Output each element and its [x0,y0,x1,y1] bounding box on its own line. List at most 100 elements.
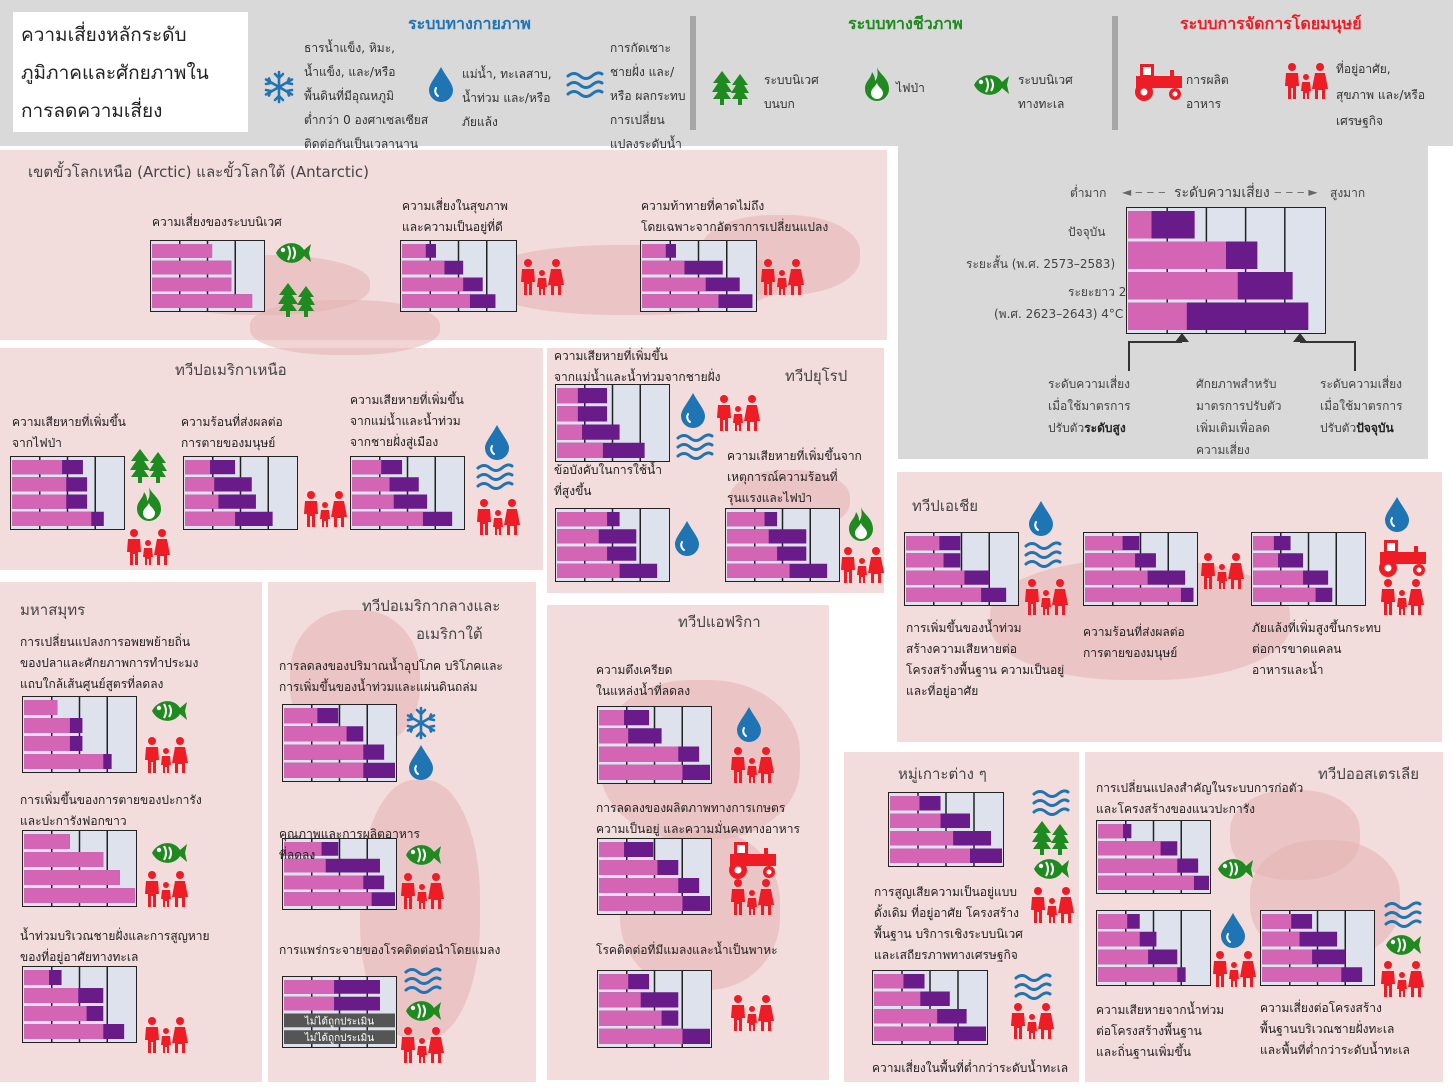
legend-label: บนบก [764,97,795,111]
risk-chart-title: การตายของมนุษย์ [181,436,276,450]
risk-chart [597,838,712,915]
key-annotation-text: เมื่อใช้มาตรการ [1320,399,1403,413]
fish-icon [274,238,312,272]
legend-label: ไฟป่า [896,81,925,95]
bar-high-adaptation [642,244,666,258]
risk-chart-title: พื้นฐาน บริการเชิงระบบนิเวศ [874,927,1023,941]
risk-chart-title: และพื้นที่ต่ำกว่าระดับน้ำทะเล [1260,1043,1410,1057]
key-emphasis: ระดับสูง [1084,421,1126,435]
water-drop-icon [736,706,762,746]
people-icon [144,736,188,778]
tractor-icon [1130,60,1186,106]
legend-label: ทางทะเล [1018,97,1065,111]
key-annotation-text: ความเสี่ยง [1196,443,1250,457]
not-assessed-bar [284,1013,395,1028]
risk-chart-title: การลดลงของปริมาณน้ำอุปโภค บริโภคและ [279,659,503,673]
bar-high-adaptation [1085,570,1148,585]
fish-icon [150,696,188,730]
key-annotation: เมื่อใช้มาตรการ [1048,395,1131,417]
snowflake-icon [262,70,296,108]
risk-chart-title: คุณภาพและการผลิตอาหาร [279,827,420,841]
trees-icon [1032,820,1070,860]
annotation-line [1128,341,1130,371]
bar-high-adaptation [1253,553,1279,568]
risk-chart [22,696,137,773]
risk-chart-title: ในแหล่งน้ำที่ลดลง [596,684,691,698]
bar-high-adaptation [642,294,719,308]
risk-chart-title: ต่อการขาดแคลน [1252,642,1342,656]
risk-chart [555,384,670,462]
bar-high-adaptation [1085,587,1181,602]
key-annotation-text: มาตรการปรับตัว [1196,399,1282,413]
bar-high-adaptation [557,512,608,527]
bar-high-adaptation [557,442,603,458]
risk-chart-title: ของปลาและศักยภาพการทำประมง [20,656,199,670]
risk-chart [1260,910,1375,986]
bar-high-adaptation [1098,967,1178,982]
bar-high-adaptation [874,991,921,1006]
risk-chart [1126,207,1326,334]
legend-label: ชายฝั่ง และ/ [610,65,675,79]
key-annotation-text: เพิ่มเติมเพื่อลด [1196,421,1271,435]
people-icon [730,878,774,920]
people-icon [1380,960,1424,1002]
risk-chart-title: ของที่อยู่อาศัยทางทะเล [20,950,139,964]
bar-high-adaptation [1262,914,1292,929]
bar-high-adaptation [185,494,219,509]
region-title-polar: เขตขั้วโลกเหนือ (Arctic) และขั้วโลกใต้ (… [28,163,369,181]
risk-chart [150,240,265,312]
key-annotation: ปรับตัวระดับสูง [1048,417,1126,439]
people-icon [760,258,804,300]
key-label: ระยะสั้น (พ.ศ. 2573–2583) [966,257,1116,271]
risk-chart-title: จากแม่น้ำและน้ำท่วมจากชายฝั่ง [554,370,721,384]
people-icon [126,528,170,570]
risk-chart-title: การเพิ่มขึ้นของการตายของปะการัง [20,793,202,807]
risk-chart-title: ที่สูงขึ้น [554,484,592,498]
risk-chart-title: การสูญเสียความเป็นอยู่แบบ [874,885,1017,899]
legend-biological-title: ระบบทางชีวภาพ [848,14,963,33]
legend-label: ภัยแล้ง [462,115,498,129]
key-annotation-text: เมื่อใช้มาตรการ [1048,399,1131,413]
key-emphasis: ปัจจุบัน [1356,421,1394,435]
risk-chart [22,830,137,907]
bar-high-adaptation [599,746,679,762]
not-assessed-label: ไม่ได้ถูกประเมิน [304,1015,374,1027]
legend-label: ที่อยู่อาศัย, [1336,62,1391,76]
bar-high-adaptation [1253,570,1304,585]
region-title-islands: หมู่เกาะต่าง ๆ [898,765,987,783]
risk-chart-title: ความเสี่ยงของระบบนิเวศ [152,215,282,229]
annotation-arrow [1175,333,1189,342]
title-line: ความเสี่ยงหลักระดับ [21,24,187,46]
water-drop-icon [408,744,434,784]
legend-divider [1112,16,1118,130]
bar-high-adaptation [727,563,790,578]
bar-high-adaptation [1098,858,1178,873]
bar-high-adaptation [599,878,679,893]
bar-high-adaptation [352,460,382,475]
bar-high-adaptation [24,700,58,715]
water-drop-icon [428,66,454,106]
risk-chart [282,838,397,910]
water-drop-icon [1028,500,1054,540]
risk-chart-title: ความเสียหายที่เพิ่มขึ้น [12,415,126,429]
bar-high-adaptation [1128,241,1226,269]
risk-chart-title: จากชายฝั่งสู่เมือง [350,435,439,449]
bar-high-adaptation [599,896,683,911]
fish-icon [404,840,442,874]
water-drop-icon [680,392,706,432]
not-assessed-bar [284,1030,395,1044]
risk-chart-title: เหตุการณ์ความร้อนที่ [727,470,838,484]
bar-high-adaptation [12,477,67,492]
risk-chart-title: การเพิ่มขึ้นของน้ำท่วมและแผ่นดินถล่ม [279,680,478,694]
bar-high-adaptation [12,511,92,526]
risk-chart-title: และปะการังฟอกขาว [20,814,127,828]
key-label: ปัจจุบัน [1068,225,1106,239]
bar-high-adaptation [402,277,464,292]
fire-icon [862,66,892,106]
bar-high-adaptation [890,796,920,811]
risk-chart-title: สร้างความเสียหายต่อ [906,642,1017,656]
bar-high-adaptation [599,860,658,875]
bar-high-adaptation [24,852,104,867]
key-label: สูงมาก [1330,186,1366,200]
water-drop-icon [674,520,700,560]
